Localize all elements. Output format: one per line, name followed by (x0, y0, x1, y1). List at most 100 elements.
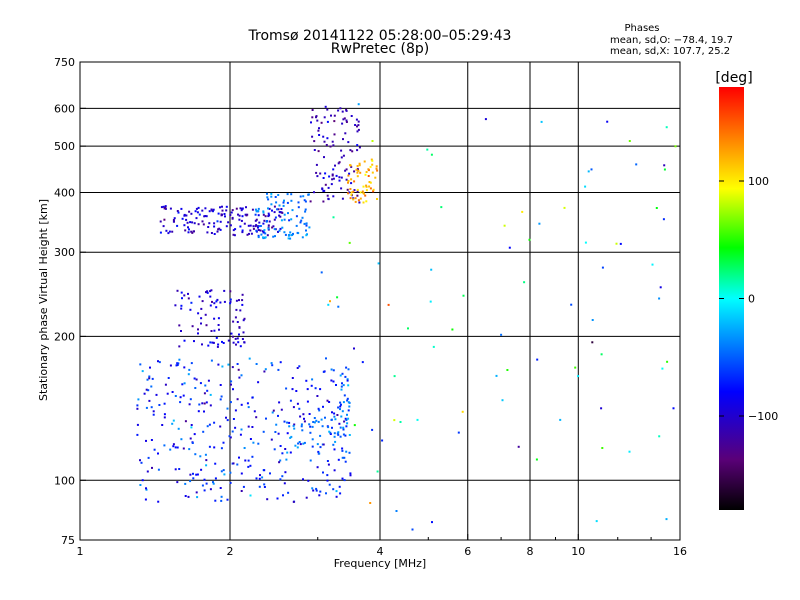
data-point (235, 308, 238, 311)
data-point (172, 443, 175, 446)
data-point (295, 215, 298, 218)
data-point (211, 300, 213, 303)
data-point (341, 197, 344, 200)
data-point (198, 295, 201, 298)
data-point (272, 409, 275, 412)
data-point (341, 449, 344, 452)
data-point (207, 226, 210, 228)
y-tick-label: 500 (54, 140, 75, 153)
data-point (162, 205, 165, 208)
data-point (357, 124, 360, 127)
data-point (301, 236, 304, 239)
data-point (563, 206, 566, 209)
data-point (257, 214, 260, 217)
data-point (190, 424, 193, 426)
data-point (344, 375, 347, 378)
data-point (343, 420, 346, 423)
data-point (255, 416, 258, 419)
data-point (229, 224, 232, 227)
data-point (329, 145, 332, 148)
data-point (158, 361, 161, 364)
data-point (271, 364, 274, 367)
data-point (239, 309, 242, 312)
data-point (296, 231, 299, 234)
data-point (345, 425, 348, 428)
data-point (340, 187, 343, 190)
data-point (375, 165, 378, 168)
data-point (353, 424, 356, 427)
data-point (333, 114, 336, 117)
data-point (176, 446, 179, 449)
data-point (152, 413, 155, 416)
x-tick-label: 8 (527, 545, 534, 558)
data-point (674, 145, 677, 148)
data-point (430, 268, 433, 271)
data-point (347, 174, 350, 177)
data-point (150, 439, 153, 441)
data-point (190, 426, 193, 429)
data-point (342, 384, 345, 387)
data-point (254, 225, 257, 228)
data-point (312, 421, 315, 423)
data-point (270, 362, 273, 365)
data-point (236, 363, 239, 365)
data-point (209, 488, 212, 491)
data-point (178, 345, 181, 348)
data-point (302, 413, 305, 416)
x-tick-label: 10 (571, 545, 585, 558)
data-point (229, 401, 232, 404)
data-point (357, 128, 360, 131)
data-point (299, 415, 302, 418)
data-point (323, 140, 326, 143)
data-point (369, 502, 372, 504)
data-point (570, 303, 573, 306)
data-point (298, 407, 301, 410)
data-point (270, 195, 273, 198)
data-point (182, 447, 185, 450)
data-point (163, 413, 166, 416)
data-point (212, 208, 215, 211)
data-point (322, 471, 324, 474)
data-point (279, 215, 282, 218)
data-point (336, 296, 339, 299)
data-point (331, 140, 334, 143)
data-point (283, 199, 285, 202)
data-point (191, 231, 194, 234)
data-point (271, 411, 274, 414)
data-point (535, 458, 538, 461)
data-point (333, 435, 336, 438)
data-point (145, 439, 147, 442)
data-point (247, 425, 250, 428)
data-point (319, 446, 322, 449)
data-point (149, 366, 151, 369)
data-point (243, 222, 246, 225)
data-point (216, 230, 219, 233)
data-point (663, 168, 666, 171)
data-point (266, 196, 269, 199)
data-point (309, 431, 312, 434)
data-point (272, 235, 275, 238)
data-point (318, 494, 321, 497)
data-point (310, 384, 313, 387)
data-point (280, 408, 283, 411)
data-point (219, 220, 222, 223)
data-point (219, 228, 222, 231)
data-point (231, 335, 234, 338)
data-point (341, 477, 344, 480)
data-point (338, 176, 341, 179)
data-point (310, 121, 312, 124)
data-point (299, 195, 302, 198)
data-point (326, 474, 329, 477)
data-point (255, 477, 258, 480)
data-point (233, 234, 236, 237)
data-point (365, 184, 368, 187)
data-point (188, 448, 191, 451)
data-point (240, 209, 243, 212)
data-point (347, 179, 350, 182)
data-point (258, 225, 261, 228)
data-point (273, 228, 276, 231)
data-point (279, 211, 282, 214)
y-tick-label: 750 (54, 56, 75, 69)
data-point (232, 341, 235, 344)
data-point (183, 213, 186, 216)
